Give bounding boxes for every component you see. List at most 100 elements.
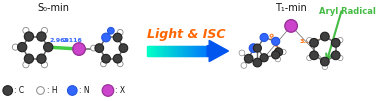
Text: 3.935: 3.935 — [300, 39, 320, 44]
Circle shape — [113, 33, 122, 42]
Bar — [166, 46, 168, 56]
Bar — [161, 46, 163, 56]
Bar — [198, 46, 200, 56]
Bar — [169, 46, 171, 56]
Text: Light & ISC: Light & ISC — [147, 28, 225, 41]
Bar — [178, 46, 180, 56]
Circle shape — [107, 27, 114, 34]
Bar — [174, 46, 176, 56]
Circle shape — [310, 51, 318, 60]
Circle shape — [332, 38, 340, 47]
Circle shape — [24, 32, 34, 41]
Circle shape — [332, 51, 340, 60]
FancyArrow shape — [207, 40, 228, 62]
Circle shape — [17, 43, 27, 52]
Circle shape — [322, 64, 328, 70]
Bar — [167, 46, 170, 56]
Text: 2.969: 2.969 — [50, 38, 70, 43]
Text: : H: : H — [47, 86, 58, 95]
Text: : N: : N — [79, 86, 90, 95]
Circle shape — [272, 37, 280, 45]
Text: 0.792: 0.792 — [266, 32, 279, 52]
Circle shape — [95, 44, 104, 52]
Circle shape — [253, 58, 262, 67]
Circle shape — [68, 86, 77, 95]
Bar — [170, 46, 173, 56]
Bar — [203, 46, 205, 56]
Bar — [206, 46, 208, 56]
Circle shape — [321, 57, 329, 66]
Text: S₀-min: S₀-min — [37, 3, 69, 13]
Circle shape — [23, 27, 29, 34]
Bar — [153, 46, 156, 56]
Bar — [158, 46, 160, 56]
Circle shape — [117, 29, 123, 35]
Circle shape — [274, 48, 283, 56]
Circle shape — [338, 55, 343, 61]
Circle shape — [37, 87, 44, 94]
Circle shape — [253, 44, 262, 52]
Circle shape — [321, 32, 329, 41]
Bar — [180, 46, 182, 56]
Bar — [197, 46, 199, 56]
Circle shape — [23, 62, 29, 68]
Bar — [175, 46, 177, 56]
Circle shape — [307, 37, 312, 43]
Bar — [155, 46, 157, 56]
Text: T₁-min: T₁-min — [275, 3, 307, 13]
Circle shape — [239, 50, 245, 56]
Circle shape — [249, 44, 258, 52]
Circle shape — [307, 55, 312, 61]
Bar — [186, 46, 188, 56]
Bar — [149, 46, 151, 56]
Bar — [147, 46, 150, 56]
Bar — [192, 46, 194, 56]
Bar — [208, 46, 210, 56]
Circle shape — [113, 54, 122, 63]
Bar — [152, 46, 154, 56]
Circle shape — [12, 44, 19, 50]
Circle shape — [275, 56, 280, 62]
Circle shape — [272, 51, 280, 59]
Bar — [201, 46, 203, 56]
Circle shape — [102, 33, 110, 42]
Text: Aryl Radical: Aryl Radical — [319, 7, 375, 16]
Bar — [163, 46, 165, 56]
Circle shape — [73, 43, 85, 55]
Bar — [177, 46, 179, 56]
Circle shape — [260, 54, 268, 62]
Circle shape — [43, 43, 53, 52]
Circle shape — [3, 86, 12, 95]
Circle shape — [37, 54, 46, 63]
Text: : C: : C — [14, 86, 25, 95]
Bar — [160, 46, 162, 56]
Bar — [181, 46, 183, 56]
Text: : X: : X — [115, 86, 125, 95]
Circle shape — [41, 27, 48, 34]
Bar — [184, 46, 186, 56]
Circle shape — [260, 33, 268, 42]
Circle shape — [244, 54, 253, 63]
Circle shape — [102, 85, 114, 96]
Circle shape — [119, 44, 128, 52]
Circle shape — [285, 20, 297, 32]
Circle shape — [102, 54, 110, 63]
Bar — [187, 46, 190, 56]
Bar — [164, 46, 166, 56]
Circle shape — [101, 61, 106, 67]
Bar — [194, 46, 196, 56]
Bar — [195, 46, 197, 56]
Bar — [172, 46, 174, 56]
Bar — [191, 46, 193, 56]
Circle shape — [310, 38, 318, 47]
Circle shape — [24, 54, 34, 63]
Bar — [204, 46, 206, 56]
Bar — [183, 46, 185, 56]
Circle shape — [37, 32, 46, 41]
Bar — [189, 46, 191, 56]
Bar — [150, 46, 153, 56]
Bar — [157, 46, 159, 56]
Circle shape — [281, 49, 286, 55]
Circle shape — [41, 62, 48, 68]
Circle shape — [338, 37, 343, 43]
